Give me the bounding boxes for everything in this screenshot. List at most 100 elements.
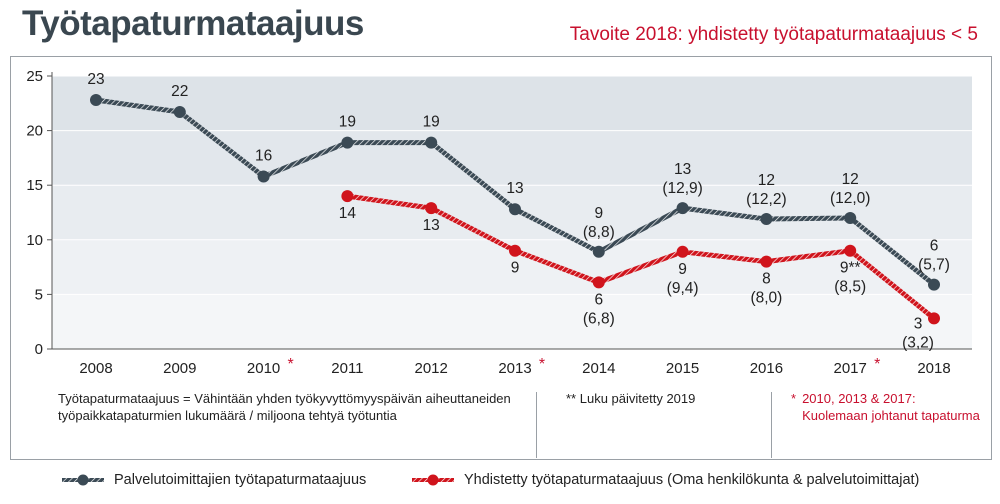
fatal-note-star: * (791, 391, 797, 406)
data-label: 12 (12,2) (746, 172, 787, 208)
data-labels: 23 22 16 19 19 13 9 (8,8) 13 (12,9) 12 (12,2) 12 (12,… (87, 71, 950, 351)
y-tick-label: 20 (26, 123, 43, 140)
data-label: 12 (12,0) (830, 171, 871, 207)
x-tick-label: 2009 (163, 360, 196, 377)
data-label: 14 (339, 205, 357, 222)
data-point (425, 202, 438, 215)
data-point (844, 244, 857, 257)
data-point (760, 213, 773, 226)
y-tick-label: 10 (26, 232, 43, 249)
update-note: ** Luku päivitetty 2019 (566, 391, 696, 406)
legend-marker-series1 (62, 474, 104, 486)
notes-divider (536, 392, 537, 458)
data-label-line: 6 (594, 291, 603, 308)
fatal-note-text: 2010, 2013 & 2017: Kuolemaan johtanut ta… (802, 391, 980, 423)
data-point (509, 203, 521, 216)
data-label-line: 13 (423, 217, 440, 234)
data-label-line: 12 (758, 172, 775, 189)
data-label: 9 (511, 260, 520, 277)
x-axis: 2008 2009 2010 * 2011 2012 2013 * 2014 2015 2016 20… (52, 348, 972, 377)
data-point (592, 245, 605, 258)
data-point (760, 255, 773, 268)
background-band (52, 76, 972, 131)
data-label: 19 (339, 114, 356, 131)
data-label-line: (9,4) (667, 280, 699, 297)
x-tick-label: 2011 (331, 360, 363, 377)
data-label: 23 (87, 71, 104, 88)
data-label-line: (8,8) (583, 224, 615, 241)
x-tick-label: 2017 (834, 360, 867, 377)
data-label: 3 (3,2) (902, 315, 934, 351)
x-tick-label: 2018 (917, 360, 950, 377)
data-label: 6 (6,8) (583, 291, 615, 327)
x-tick-mark: * (874, 356, 880, 373)
data-point (928, 278, 940, 291)
data-label-line: (12,9) (662, 180, 703, 197)
data-point (676, 245, 689, 258)
data-point (341, 190, 354, 203)
data-label-line: 12 (842, 171, 859, 188)
x-tick-label: 2012 (415, 360, 448, 377)
data-label: 22 (171, 83, 188, 100)
x-tick-label: 2008 (79, 360, 112, 377)
legend: Palvelutoimittajien työtapaturmataajuus … (0, 463, 1000, 497)
x-tick-mark: * (287, 356, 293, 373)
data-label-line: 8 (762, 271, 771, 288)
data-label-line: 23 (87, 71, 104, 88)
data-label: 9 (9,4) (667, 261, 699, 297)
series-line-2 (347, 193, 936, 321)
data-label-line: 14 (339, 205, 357, 222)
data-point (844, 211, 857, 224)
data-label: 6 (5,7) (918, 238, 950, 274)
chart-title: Työtapaturmataajuus (22, 4, 364, 43)
x-tick-label: 2013 (498, 360, 531, 377)
data-label: 9** (8,5) (834, 260, 866, 296)
data-label: 8 (8,0) (750, 271, 782, 307)
data-label-line: (8,5) (834, 279, 866, 296)
series-points (90, 94, 940, 325)
background-band (52, 130, 972, 186)
data-point (425, 136, 438, 149)
x-tick-label: 2015 (666, 360, 699, 377)
data-point (173, 106, 186, 119)
data-label: 13 (12,9) (662, 161, 703, 197)
data-label: 9 (8,8) (583, 205, 615, 241)
data-label-line: 16 (255, 147, 272, 164)
y-tick-label: 15 (26, 177, 43, 194)
data-label: 13 (423, 217, 440, 234)
data-point (90, 94, 102, 107)
data-label-line: 9 (511, 260, 520, 277)
y-tick-label: 0 (35, 341, 43, 358)
data-label-line: (8,0) (750, 290, 782, 307)
data-point (928, 312, 940, 325)
data-label: 19 (423, 114, 440, 131)
data-point (257, 170, 270, 183)
background-band (52, 294, 972, 349)
data-point (676, 202, 689, 215)
data-label-line: (12,2) (746, 191, 787, 208)
data-label-line: 6 (930, 238, 939, 255)
x-tick-label: 2016 (750, 360, 783, 377)
data-label: 16 (255, 147, 272, 164)
data-label-line: 9 (678, 261, 687, 278)
data-label-line: (6,8) (583, 310, 615, 327)
legend-item-series2: Yhdistetty työtapaturmataajuus (Oma henk… (410, 472, 919, 488)
definition-note: Työtapaturmataajuus = Vähintään yhden ty… (58, 391, 511, 423)
legend-marker-series2 (412, 474, 454, 486)
data-label-line: 13 (506, 180, 523, 197)
data-label-line: (12,0) (830, 190, 871, 207)
data-label-line: (3,2) (902, 334, 934, 351)
data-label-line: 13 (674, 161, 691, 178)
data-label-line: 3 (914, 315, 923, 332)
data-label-line: 19 (339, 114, 356, 131)
data-point (341, 136, 354, 149)
data-label-line: 9** (840, 260, 861, 277)
y-tick-label: 25 (26, 68, 43, 85)
legend-label-series1: Palvelutoimittajien työtapaturmataajuus (114, 472, 367, 488)
data-point (592, 276, 605, 289)
data-label-line: 19 (423, 114, 440, 131)
data-point (509, 244, 521, 257)
chart-frame (10, 56, 992, 460)
y-tick-label: 5 (35, 286, 43, 303)
